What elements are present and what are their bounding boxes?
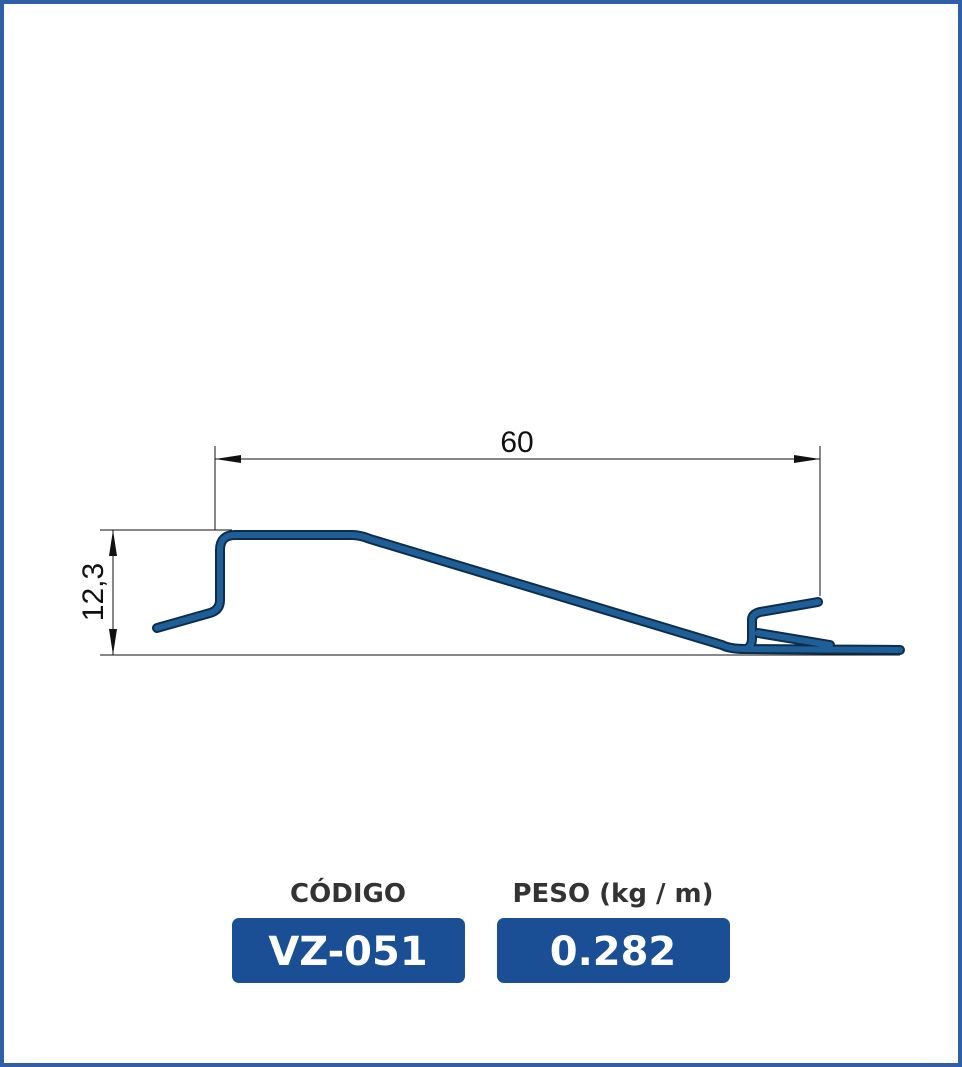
width-dimension: 60 [500, 426, 533, 459]
dimension-lines [100, 446, 900, 656]
codigo-label: CÓDIGO [290, 877, 406, 909]
peso-value: 0.282 [550, 929, 677, 975]
codigo-value: VZ-051 [268, 929, 427, 975]
height-dimension: 12,3 [77, 563, 110, 621]
profile [152, 530, 905, 655]
peso-label: PESO (kg / m) [512, 879, 713, 909]
codigo-box [232, 918, 465, 983]
peso-box [497, 918, 730, 983]
